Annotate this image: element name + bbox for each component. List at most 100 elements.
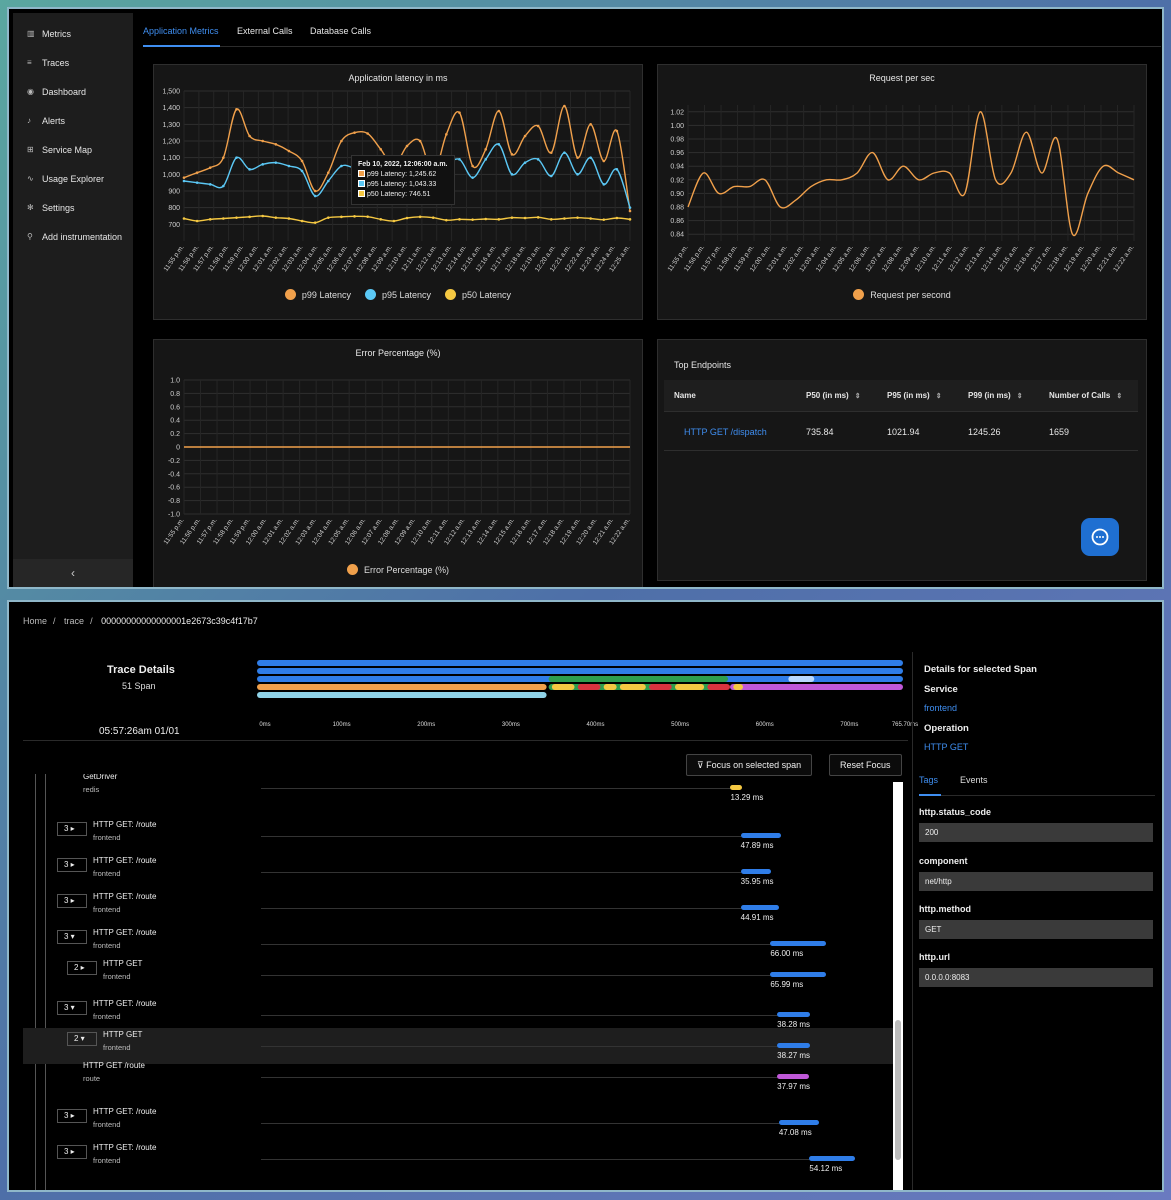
- breadcrumb-trace[interactable]: trace: [64, 616, 85, 626]
- focus-on-span-button[interactable]: ⊽ Focus on selected span: [686, 754, 813, 776]
- y-tick-label: 1,400: [162, 105, 180, 112]
- span-service: frontend: [93, 1012, 121, 1021]
- data-point: [261, 163, 265, 166]
- tab-database-calls[interactable]: Database Calls: [310, 26, 372, 36]
- tag-value: GET: [919, 920, 1153, 939]
- span-bar[interactable]: [730, 785, 742, 790]
- sidebar-collapse-button[interactable]: ‹: [13, 559, 133, 587]
- span-row[interactable]: GetDriver redis 13.29 ms: [23, 774, 893, 806]
- legend-item-p95[interactable]: p95 Latency: [364, 289, 431, 300]
- tab-external-calls[interactable]: External Calls: [237, 26, 293, 36]
- span-track: [261, 1015, 778, 1016]
- scrollbar-thumb[interactable]: [895, 1020, 901, 1160]
- legend-item-error[interactable]: Error Percentage (%): [346, 564, 449, 575]
- active-tab-indicator: [143, 45, 220, 47]
- span-row[interactable]: 3 ▸ HTTP GET: /route frontend 35.95 ms: [23, 854, 893, 890]
- child-count-toggle[interactable]: 3 ▾: [57, 1001, 87, 1015]
- span-bar[interactable]: [770, 972, 827, 977]
- data-point: [182, 217, 186, 220]
- rps-chart[interactable]: 0.84 0.86 0.88 0.90 0.92 0.94 0.96 0.98 1.00 1.02…: [658, 65, 1148, 321]
- span-bar[interactable]: [777, 1012, 810, 1017]
- y-tick-label: 0.4: [170, 418, 180, 425]
- span-row[interactable]: 3 ▾ HTTP GET: /route frontend 66.00 ms: [23, 926, 893, 962]
- sidebar-item-dashboard[interactable]: ◉ Dashboard: [27, 87, 86, 97]
- span-row[interactable]: 3 ▾ HTTP GET: /route frontend 38.28 ms: [23, 997, 893, 1033]
- tab-application-metrics[interactable]: Application Metrics: [143, 26, 219, 36]
- span-name: HTTP GET: /route: [93, 1107, 157, 1116]
- sidebar-item-traces[interactable]: ≡ Traces: [27, 58, 69, 68]
- span-row[interactable]: 2 ▸ HTTP GET frontend 65.99 ms: [23, 957, 893, 993]
- data-point: [536, 216, 540, 219]
- reset-focus-button[interactable]: Reset Focus: [829, 754, 902, 776]
- chat-support-button[interactable]: [1081, 518, 1119, 556]
- span-bar[interactable]: [777, 1074, 810, 1079]
- sidebar-item-add-instrumentation[interactable]: ⚲ Add instrumentation: [27, 232, 122, 242]
- column-header-p95[interactable]: P95 (in ms) ⇕: [887, 391, 942, 400]
- scrollbar-track[interactable]: [893, 782, 903, 1190]
- data-point: [300, 169, 304, 173]
- span-row[interactable]: 2 ▾ HTTP GET frontend 38.27 ms: [23, 1028, 893, 1064]
- child-count-toggle[interactable]: 3 ▸: [57, 1145, 87, 1159]
- tab-tags[interactable]: Tags: [919, 775, 939, 785]
- span-row[interactable]: HTTP GET /route route 37.97 ms: [23, 1059, 893, 1095]
- child-count-toggle[interactable]: 3 ▸: [57, 1109, 87, 1123]
- sidebar-item-label: Add instrumentation: [42, 232, 123, 242]
- legend-item-p99[interactable]: p99 Latency: [284, 289, 351, 300]
- span-row[interactable]: 3 ▸ HTTP GET: /route frontend 47.89 ms: [23, 818, 893, 854]
- data-point: [458, 158, 461, 161]
- child-count-toggle[interactable]: 3 ▸: [57, 858, 87, 872]
- data-point: [379, 218, 383, 221]
- trace-flamegraph[interactable]: [257, 660, 917, 708]
- column-header-p50[interactable]: P50 (in ms) ⇕: [806, 391, 861, 400]
- span-track: [261, 1123, 779, 1124]
- column-header-p99[interactable]: P99 (in ms) ⇕: [968, 391, 1023, 400]
- data-point: [628, 206, 632, 209]
- metrics-tabs: Application Metrics External Calls Datab…: [143, 13, 1161, 47]
- child-count-toggle[interactable]: 2 ▾: [67, 1032, 97, 1046]
- panel-divider: [912, 652, 913, 1190]
- span-track: [261, 975, 771, 976]
- data-point: [195, 181, 199, 184]
- span-bar[interactable]: [740, 869, 772, 874]
- span-bar[interactable]: [770, 941, 827, 946]
- span-bar[interactable]: [777, 1043, 810, 1048]
- sidebar-item-alerts[interactable]: ♪ Alerts: [27, 116, 65, 126]
- ruler-tick: 765.70ms: [891, 722, 919, 728]
- legend-item-p50[interactable]: p50 Latency: [445, 289, 511, 300]
- child-count-toggle[interactable]: 2 ▸: [67, 961, 97, 975]
- span-bar[interactable]: [809, 1156, 856, 1161]
- error-chart[interactable]: -1.0-0.8-0.6-0.4-0.200.20.40.60.81.011:5…: [154, 340, 644, 589]
- latency-chart[interactable]: 7008009001,0001,1001,2001,3001,4001,5001…: [154, 65, 644, 321]
- chart-legend: p99 Latency p95 Latency p50 Latency: [154, 289, 642, 300]
- bell-icon: ♪: [27, 116, 31, 125]
- sidebar-item-usage-explorer[interactable]: ∿ Usage Explorer: [27, 174, 104, 184]
- operation-label: Operation: [924, 723, 969, 734]
- child-count-toggle[interactable]: 3 ▸: [57, 894, 87, 908]
- tab-events[interactable]: Events: [960, 775, 988, 785]
- span-bar[interactable]: [778, 1120, 819, 1125]
- span-bar[interactable]: [740, 905, 779, 910]
- span-row[interactable]: 3 ▸ HTTP GET: /route frontend 47.08 ms: [23, 1105, 893, 1141]
- top-endpoints-card: Top Endpoints Name P50 (in ms) ⇕ P95 (in …: [657, 339, 1147, 581]
- y-tick-label: 0: [176, 445, 180, 452]
- data-point: [208, 218, 212, 221]
- y-tick-label: -0.8: [168, 498, 180, 505]
- sidebar-item-settings[interactable]: ✻ Settings: [27, 203, 75, 213]
- child-count-toggle[interactable]: 3 ▸: [57, 822, 87, 836]
- sidebar-item-label: Traces: [42, 58, 70, 68]
- chart-legend: Request per second: [658, 289, 1146, 300]
- data-point: [471, 164, 474, 168]
- legend-item-rps[interactable]: Request per second: [853, 289, 951, 300]
- span-row[interactable]: 3 ▸ HTTP GET: /route frontend 54.12 ms: [23, 1141, 893, 1177]
- sidebar-item-service-map[interactable]: ⊞ Service Map: [27, 145, 92, 155]
- sidebar-item-metrics[interactable]: ▥ Metrics: [27, 29, 71, 39]
- data-point: [287, 149, 291, 153]
- data-point: [563, 151, 566, 154]
- breadcrumb-home[interactable]: Home: [23, 616, 48, 626]
- chart-title: Request per sec: [869, 73, 935, 83]
- span-row[interactable]: 3 ▸ HTTP GET: /route frontend 44.91 ms: [23, 890, 893, 926]
- child-count-toggle[interactable]: 3 ▾: [57, 930, 87, 944]
- column-header-calls[interactable]: Number of Calls ⇕: [1049, 391, 1123, 400]
- span-bar[interactable]: [740, 833, 782, 838]
- endpoint-link[interactable]: HTTP GET /dispatch: [684, 427, 767, 437]
